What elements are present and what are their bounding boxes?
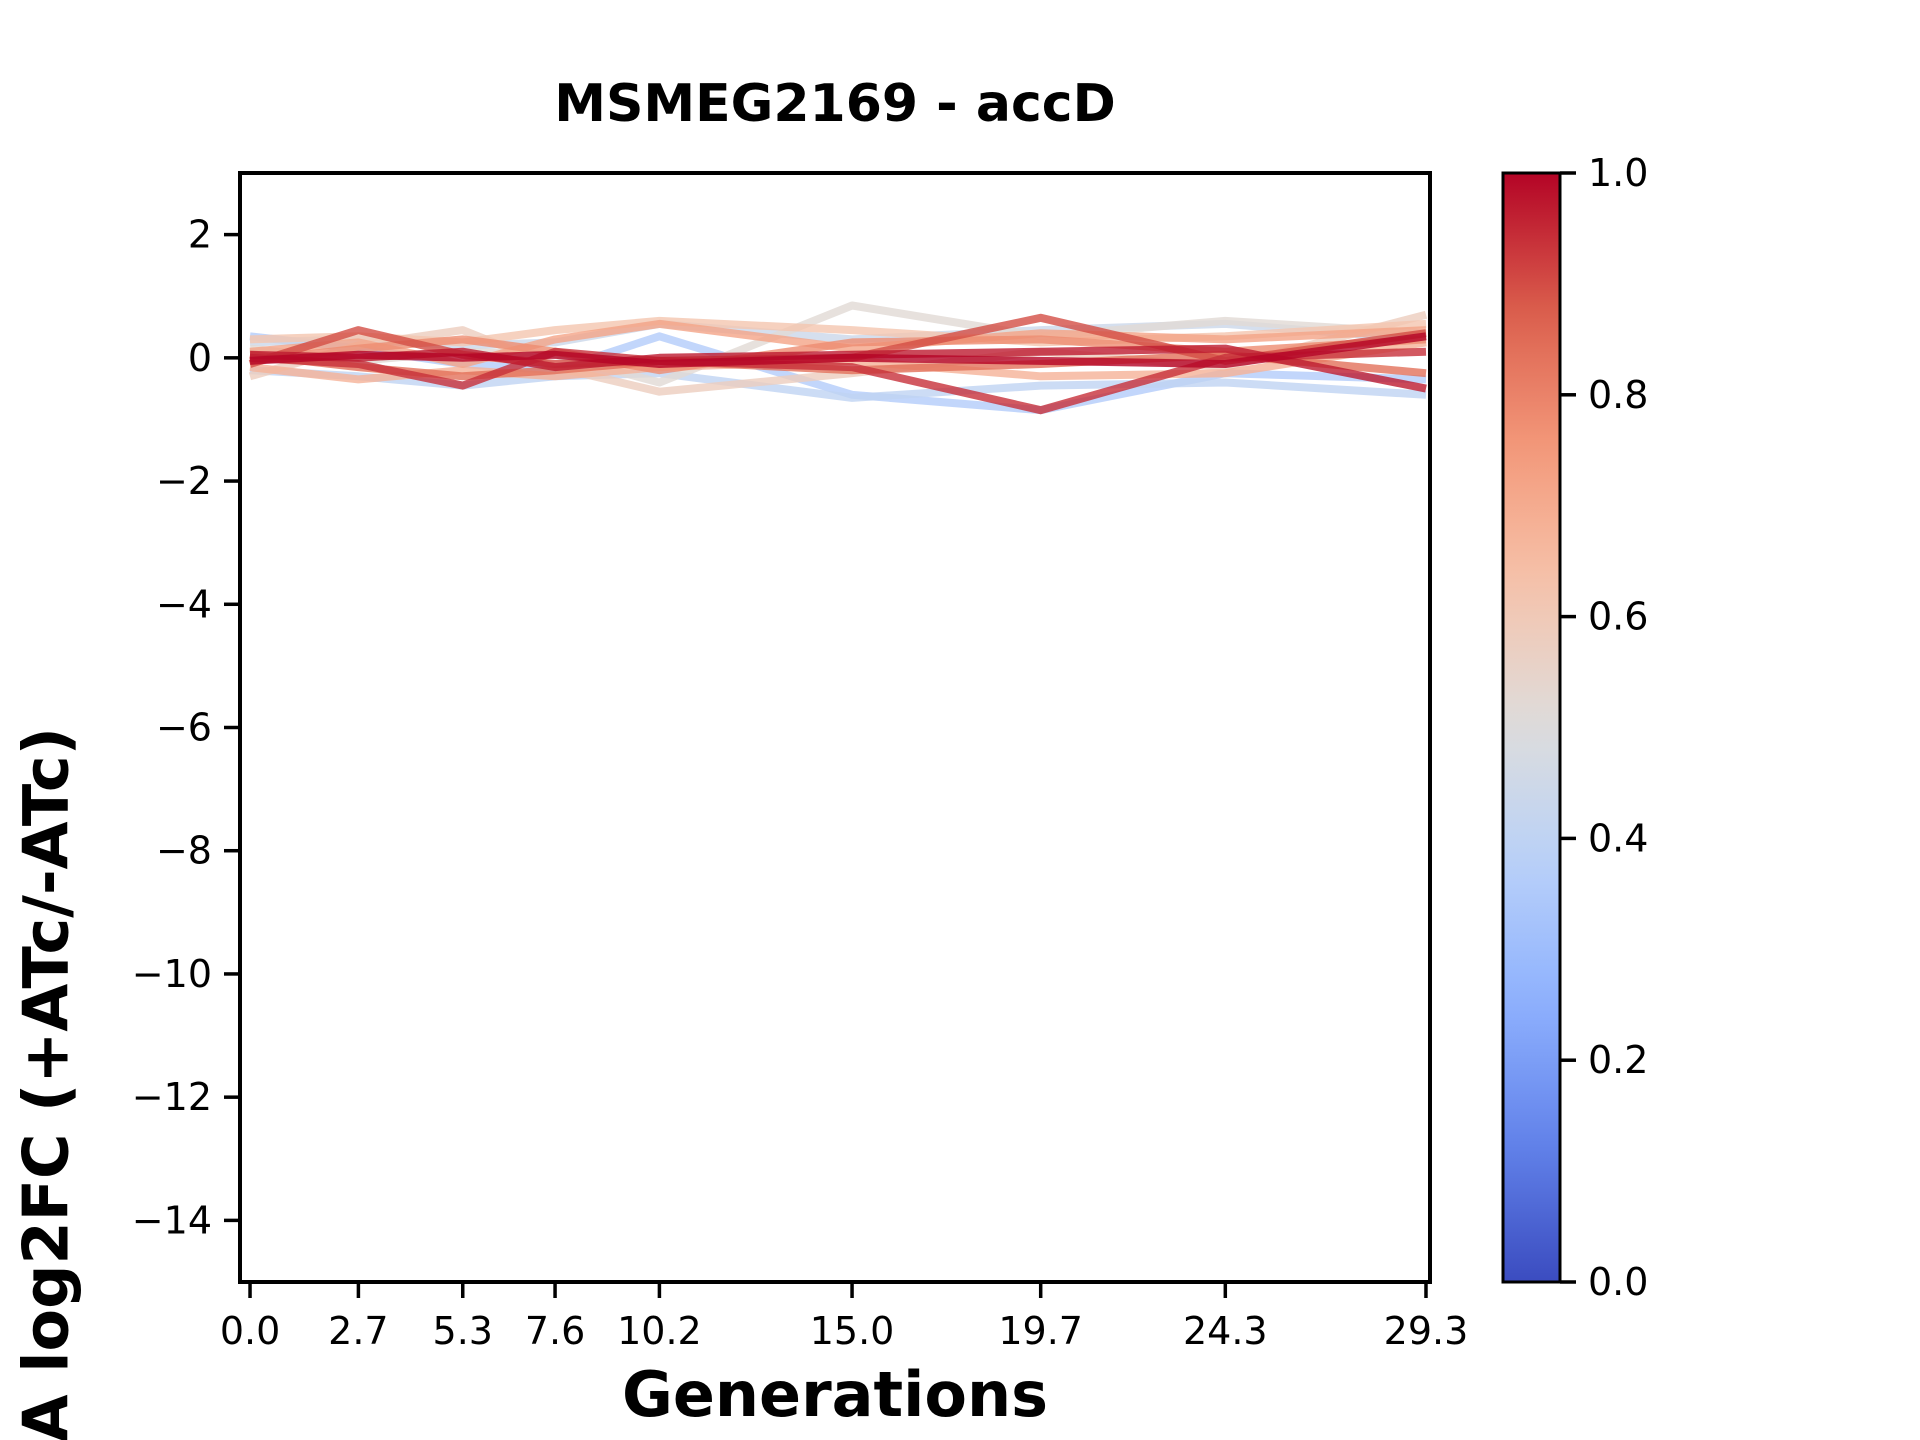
colorbar-tick-label: 0.6 — [1588, 595, 1648, 639]
x-tick-label: 15.0 — [810, 1309, 895, 1353]
chart-title: MSMEG2169 - accD — [554, 74, 1116, 134]
colorbar-tick-label: 0.0 — [1588, 1260, 1648, 1304]
y-tick-label: −10 — [132, 952, 212, 996]
x-tick-label: 7.6 — [525, 1309, 585, 1353]
x-axis-label: Generations — [621, 1358, 1049, 1431]
x-tick-label: 24.3 — [1183, 1309, 1268, 1353]
y-axis-label-text: sgRNA log2FC (+ATc/-ATc) — [9, 727, 82, 1440]
x-tick-label: 10.2 — [617, 1309, 702, 1353]
y-tick-label: −14 — [132, 1198, 212, 1242]
x-tick-label: 5.3 — [433, 1309, 493, 1353]
y-axis-ticks: 2 0 −2 −4 −6 −8 −10 −12 −14 — [132, 213, 240, 1242]
y-tick-label: −2 — [156, 459, 212, 503]
x-tick-label: 2.7 — [328, 1309, 388, 1353]
sgrna-trace-7 — [249, 319, 1427, 368]
x-tick-label: 29.3 — [1384, 1309, 1469, 1353]
y-tick-label: −4 — [156, 582, 212, 626]
colorbar-tick-label: 1.0 — [1588, 151, 1648, 195]
y-tick-label: −12 — [132, 1075, 212, 1119]
y-tick-label: 0 — [188, 336, 212, 380]
colorbar-tick-label: 0.8 — [1588, 373, 1648, 417]
x-axis-ticks: 0.0 2.7 5.3 7.6 10.2 15.0 19.7 24.3 29.3 — [220, 1282, 1468, 1353]
x-tick-label: 19.7 — [998, 1309, 1083, 1353]
x-tick-label: 0.0 — [220, 1309, 280, 1353]
y-tick-label: −6 — [156, 706, 212, 750]
colorbar: 0.0 0.2 0.4 0.6 0.8 1.0 — [1501, 151, 1648, 1304]
colorbar-tick-label: 0.2 — [1588, 1038, 1648, 1082]
colorbar-tick-label: 0.4 — [1588, 816, 1648, 860]
sgrna-trace-13 — [249, 332, 1427, 368]
y-tick-label: 2 — [188, 213, 212, 257]
sgrna-line-series — [248, 301, 1428, 415]
colorbar-gradient — [1501, 171, 1562, 1284]
y-tick-label: −8 — [156, 829, 212, 873]
